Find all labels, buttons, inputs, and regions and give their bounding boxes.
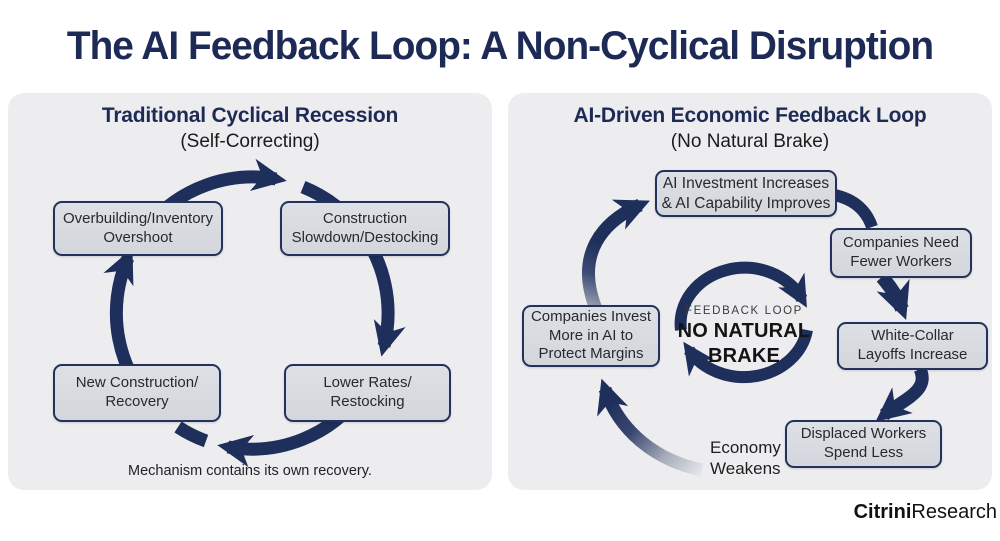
no-natural-brake-line2: BRAKE — [707, 345, 781, 367]
node-label-line: Construction — [322, 209, 408, 227]
brand-bold: Citrini — [853, 501, 912, 523]
node-label-line: Displaced Workers — [800, 425, 927, 443]
node-label-line: AI Investment Increases — [662, 175, 830, 193]
node-label: White-Collar Layoffs Increase — [858, 327, 968, 364]
no-natural-brake-line1: NO NATURAL — [677, 320, 811, 342]
center-loop-arrow-top — [674, 261, 808, 331]
node-label-line: Slowdown/Destocking — [291, 228, 439, 246]
node-label-line: Overbuilding/Inventory — [62, 209, 214, 227]
node-label-line: Fewer Workers — [850, 253, 952, 270]
node-label-line: Lower Rates/ — [323, 374, 412, 392]
node-label-line: Companies Need — [843, 234, 959, 252]
node-overbuilding-overshoot: Overbuilding/Inventory Overshoot — [53, 201, 223, 256]
node-label-line: Recovery — [105, 393, 169, 410]
node-displaced-workers-spend-less: Displaced Workers Spend Less — [785, 420, 942, 468]
left-panel-heading: Traditional Cyclical Recession — [101, 104, 399, 127]
node-label: Companies Need Fewer Workers — [843, 234, 959, 271]
left-panel-caption: Mechanism contains its own recovery. — [128, 463, 372, 479]
node-label-line: Restocking — [330, 393, 405, 410]
node-label: Construction Slowdown/Destocking — [292, 210, 439, 247]
economy-weakens-line2: Weakens — [710, 459, 781, 479]
brand-logo: CitriniResearch — [854, 501, 997, 524]
node-label: New Construction/ Recovery — [76, 374, 199, 411]
node-label: AI Investment Increases & AI Capability … — [662, 174, 831, 212]
right-panel-ai-feedback-loop: AI-Driven Economic Feedback Loop (No Nat… — [508, 93, 992, 490]
arrow-invest-to-ai-investment — [582, 199, 650, 312]
node-ai-investment-increases: AI Investment Increases & AI Capability … — [655, 170, 837, 217]
node-label-line: & AI Capability Improves — [661, 194, 831, 212]
node-label: Displaced Workers Spend Less — [801, 425, 927, 462]
node-construction-slowdown: Construction Slowdown/Destocking — [280, 201, 450, 256]
node-label-line: Companies Invest — [530, 308, 652, 326]
node-label-line: More in AI to — [548, 326, 634, 344]
node-companies-need-fewer-workers: Companies Need Fewer Workers — [830, 228, 972, 278]
economy-weakens-line1: Economy — [710, 438, 781, 457]
node-white-collar-layoffs: White-Collar Layoffs Increase — [837, 322, 988, 370]
node-label-line: Overshoot — [103, 228, 173, 246]
left-panel-traditional-recession: Traditional Cyclical Recession (Self-Cor… — [8, 93, 492, 490]
feedback-loop-eyebrow: FEEDBACK LOOP — [685, 305, 803, 317]
node-label-line: Layoffs Increase — [857, 346, 968, 363]
node-label: Companies Invest More in AI to Protect M… — [531, 308, 651, 364]
node-lower-rates-restocking: Lower Rates/ Restocking — [284, 364, 451, 422]
arrow-fewer-workers-to-layoffs — [876, 272, 910, 321]
left-panel-subheading: (Self-Correcting) — [180, 131, 320, 152]
right-panel-subheading: (No Natural Brake) — [670, 131, 830, 152]
arrow-economy-weakens-to-invest — [597, 378, 704, 477]
economy-weakens-label: Economy Weakens — [710, 437, 781, 480]
node-label: Overbuilding/Inventory Overshoot — [63, 210, 213, 247]
center-no-natural-brake-label: FEEDBACK LOOP NO NATURAL BRAKE — [654, 305, 834, 367]
arrow-layoffs-to-displaced — [875, 366, 929, 422]
node-label-line: Protect Margins — [538, 345, 644, 363]
brand-regular: Research — [911, 501, 997, 523]
cycle-arrows-left — [103, 158, 406, 468]
arrow-bottom-continuation — [174, 421, 209, 448]
node-label: Lower Rates/ Restocking — [323, 374, 411, 411]
center-loop-arrow-bottom — [683, 328, 813, 384]
right-panel-heading: AI-Driven Economic Feedback Loop — [573, 104, 927, 127]
node-label-line: Spend Less — [823, 444, 904, 461]
node-label-line: White-Collar — [871, 327, 954, 345]
node-new-construction-recovery: New Construction/ Recovery — [53, 364, 221, 422]
page-title: The AI Feedback Loop: A Non-Cyclical Dis… — [66, 24, 934, 68]
cycle-arrows-right — [582, 188, 929, 477]
node-companies-invest-more-in-ai: Companies Invest More in AI to Protect M… — [522, 305, 660, 367]
node-label-line: New Construction/ — [75, 374, 199, 392]
